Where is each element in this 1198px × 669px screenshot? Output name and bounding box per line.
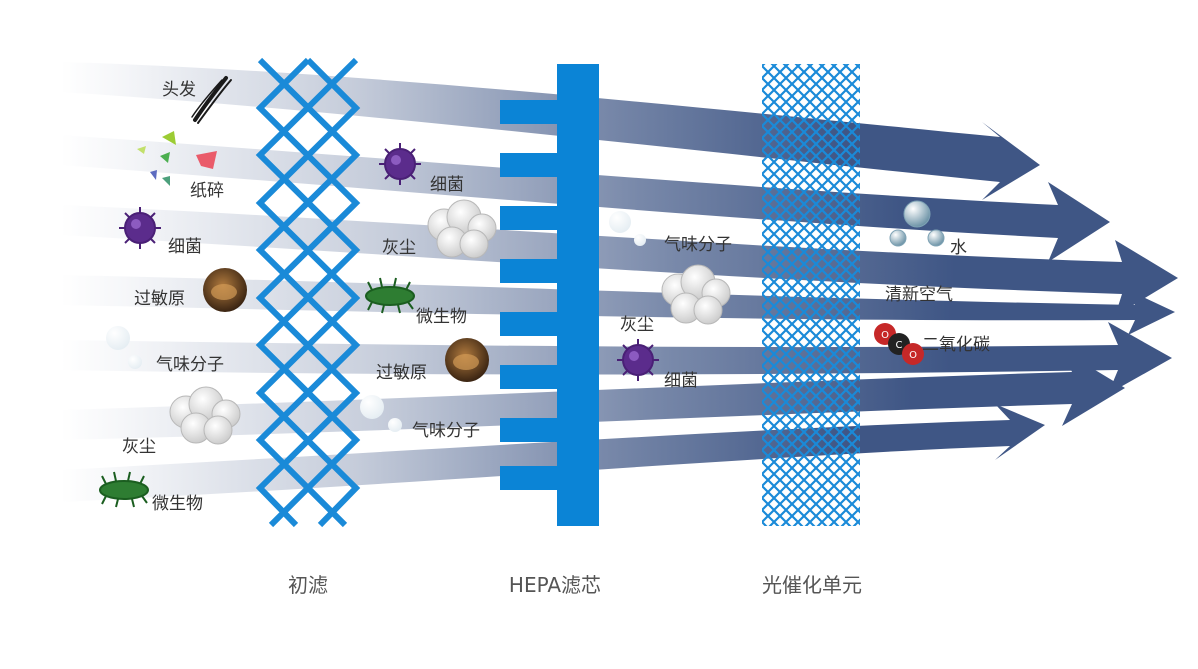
- paper-scraps-icon: [137, 131, 217, 186]
- hair-icon: [191, 76, 232, 124]
- label-allergen: 过敏原: [134, 289, 185, 309]
- odor-molecule-icon: [360, 395, 402, 432]
- bacteria-icon: [617, 339, 659, 381]
- co2-molecule-icon: O C O: [874, 323, 924, 365]
- photocatalyst-unit: [762, 64, 860, 526]
- allergen-icon: [445, 338, 489, 382]
- stage-label-photocatalyst: 光催化单元: [762, 573, 862, 597]
- label-bacteria: 细菌: [664, 371, 698, 391]
- water-molecule-icon: [889, 200, 945, 247]
- bacteria-icon: [379, 143, 421, 185]
- microbe-icon: [99, 471, 149, 508]
- label-paper: 纸碎: [190, 181, 224, 201]
- dust-cloud-icon: [427, 199, 497, 259]
- label-odor: 气味分子: [156, 355, 224, 375]
- odor-molecule-icon: [609, 211, 646, 246]
- label-fresh-air: 清新空气: [885, 285, 953, 305]
- hepa-filter: [500, 64, 599, 526]
- label-hair: 头发: [162, 80, 196, 100]
- bacteria-icon: [119, 207, 161, 249]
- label-microbe: 微生物: [152, 494, 203, 514]
- label-dust: 灰尘: [122, 437, 156, 457]
- air-flow-stream: [60, 404, 1045, 502]
- stage-label-pre-filter: 初滤: [288, 573, 328, 597]
- label-dust: 灰尘: [620, 315, 654, 335]
- dust-cloud-icon: [661, 264, 731, 325]
- co2-carbon-letter: C: [896, 340, 903, 351]
- label-water: 水: [950, 238, 967, 258]
- air-flow-stream: [60, 62, 1040, 200]
- pre-filter: [255, 57, 361, 528]
- co2-oxygen-left-letter: O: [881, 330, 889, 341]
- microbe-icon: [365, 277, 415, 314]
- label-allergen: 过敏原: [376, 363, 427, 383]
- label-dust: 灰尘: [382, 238, 416, 258]
- allergen-icon: [203, 268, 247, 312]
- dust-cloud-icon: [169, 386, 241, 445]
- air-flow-stream: [60, 322, 1172, 394]
- label-odor: 气味分子: [664, 235, 732, 255]
- label-microbe: 微生物: [416, 307, 467, 327]
- label-bacteria: 细菌: [168, 237, 202, 257]
- co2-oxygen-right-letter: O: [909, 350, 917, 361]
- stage-label-hepa: HEPA滤芯: [509, 573, 601, 597]
- label-co2: 二氧化碳: [922, 335, 990, 355]
- air-flow-stream: [60, 275, 1175, 335]
- odor-molecule-icon: [106, 326, 142, 369]
- label-bacteria: 细菌: [430, 175, 464, 195]
- label-odor: 气味分子: [412, 421, 480, 441]
